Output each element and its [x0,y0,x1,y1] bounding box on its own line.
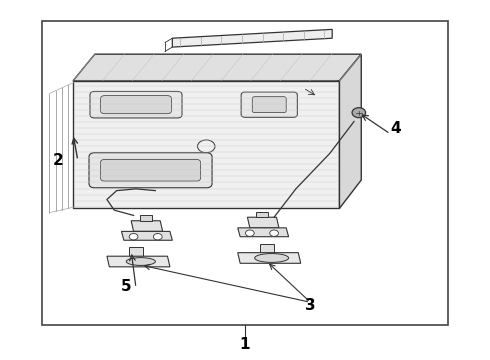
FancyBboxPatch shape [90,91,182,118]
Bar [42,21,448,325]
Ellipse shape [126,258,155,265]
Circle shape [352,108,366,118]
FancyBboxPatch shape [100,159,200,181]
Polygon shape [131,221,163,231]
FancyBboxPatch shape [252,97,286,113]
Text: 2: 2 [53,153,64,168]
Text: 4: 4 [390,121,400,136]
Polygon shape [260,244,274,253]
Polygon shape [107,256,170,267]
Polygon shape [122,231,172,240]
Ellipse shape [255,253,289,262]
Circle shape [153,234,162,240]
FancyBboxPatch shape [89,153,212,188]
Circle shape [270,230,278,237]
Circle shape [129,234,138,240]
Polygon shape [340,54,361,208]
Polygon shape [256,212,268,217]
Text: 5: 5 [121,279,132,294]
Polygon shape [172,30,332,47]
Text: 3: 3 [305,298,316,313]
Polygon shape [129,247,143,256]
Text: 1: 1 [240,337,250,352]
Polygon shape [238,253,301,263]
FancyBboxPatch shape [241,92,297,117]
Polygon shape [247,217,279,228]
Polygon shape [73,54,361,81]
Polygon shape [140,215,151,221]
FancyBboxPatch shape [100,96,172,114]
Polygon shape [73,81,340,208]
Circle shape [245,230,254,237]
Polygon shape [238,228,289,237]
